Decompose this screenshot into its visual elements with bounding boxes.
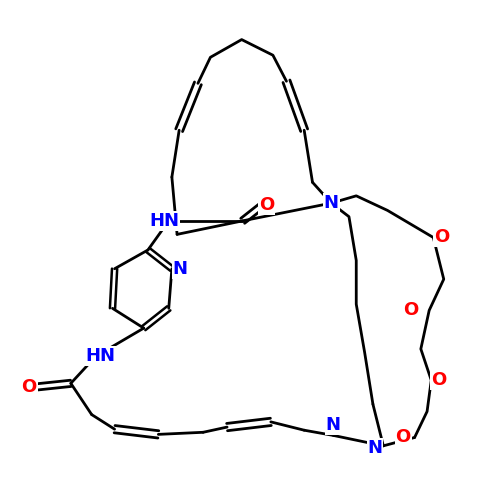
Text: O: O [259,196,274,214]
Text: O: O [431,371,446,389]
Text: HN: HN [85,347,115,365]
Text: N: N [324,194,339,212]
Text: N: N [326,416,341,434]
Text: O: O [434,228,450,246]
Text: O: O [396,428,411,446]
Text: O: O [403,302,418,320]
Text: N: N [368,439,382,457]
Text: O: O [22,378,37,396]
Text: HN: HN [150,212,180,230]
Text: N: N [172,260,188,278]
